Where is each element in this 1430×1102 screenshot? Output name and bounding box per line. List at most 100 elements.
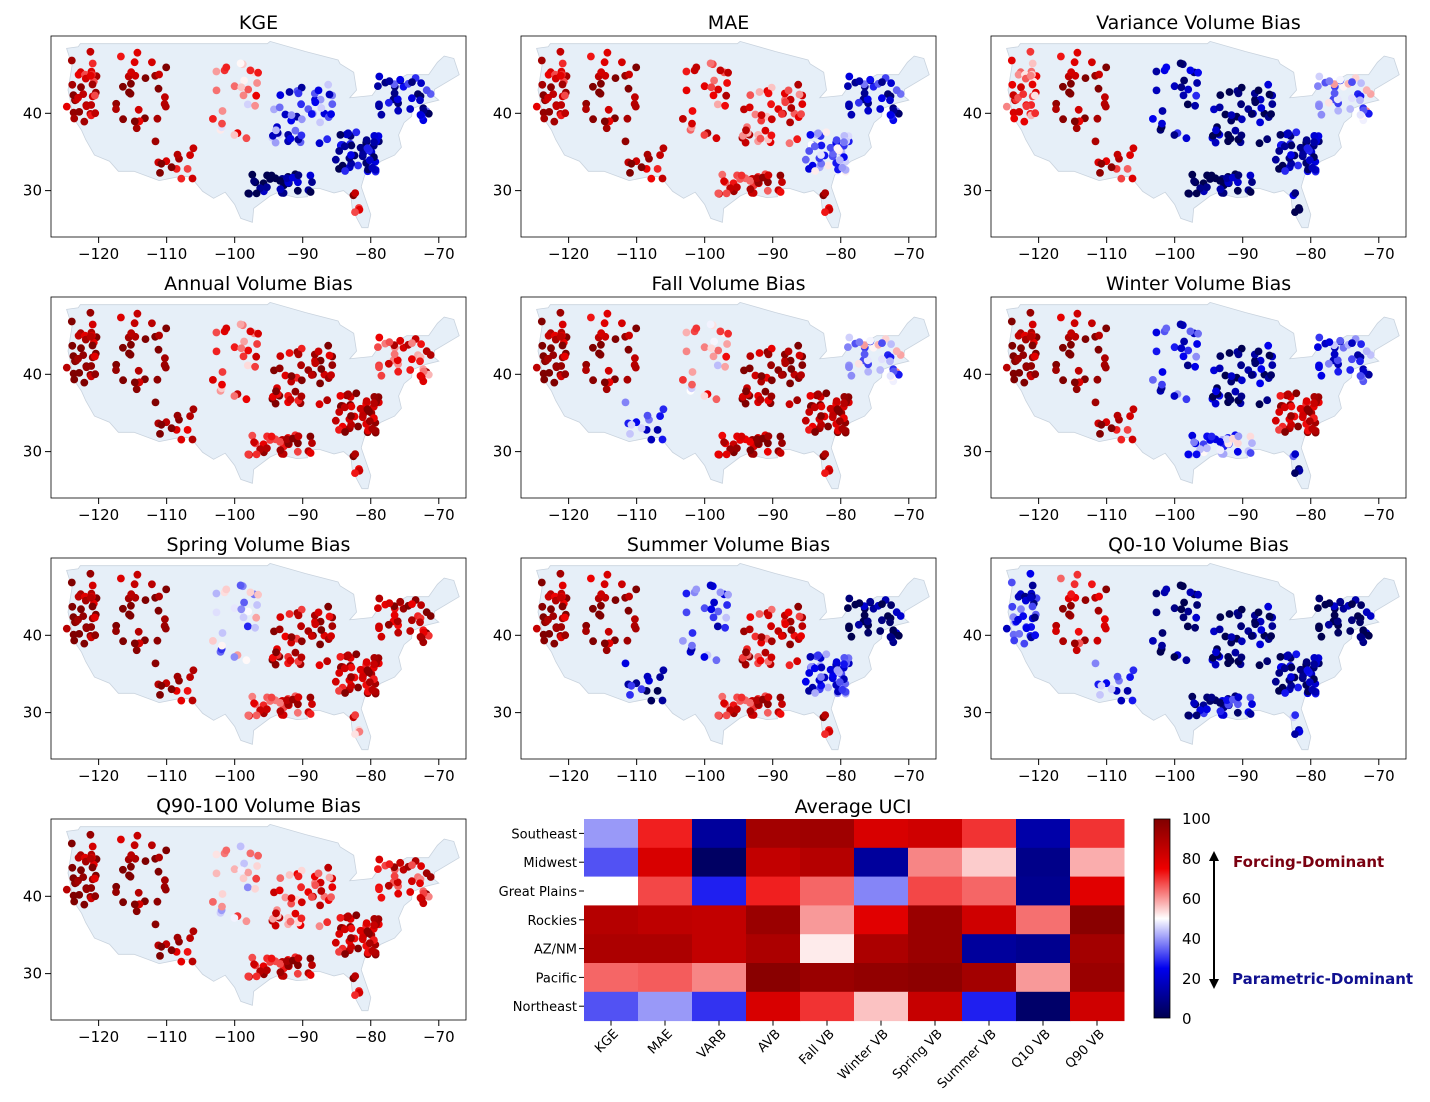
station-point [1292, 389, 1301, 398]
station-point [237, 866, 246, 875]
station-point [1002, 363, 1011, 372]
station-point [416, 372, 425, 380]
station-point [1057, 313, 1065, 322]
station-point [721, 623, 729, 632]
station-point [365, 417, 374, 426]
station-point [1275, 687, 1283, 695]
heatmap-cell [1016, 934, 1071, 964]
station-point [1346, 366, 1355, 374]
station-point [148, 580, 156, 589]
station-point [243, 361, 252, 370]
station-point [218, 368, 227, 376]
station-point [810, 142, 819, 151]
station-point [370, 138, 378, 147]
station-point [737, 693, 746, 702]
station-point [603, 570, 612, 579]
station-point [153, 897, 162, 906]
station-point [286, 395, 295, 404]
station-point [1231, 126, 1240, 135]
station-point [243, 883, 252, 892]
station-point [832, 136, 841, 145]
station-point [1281, 689, 1289, 697]
station-point [631, 102, 640, 111]
colorbar-tick-20: 20 [1182, 970, 1201, 988]
station-point [1031, 631, 1040, 640]
station-point [287, 899, 296, 908]
x-tick-label: −80 [1295, 767, 1327, 785]
heatmap-cell [962, 991, 1017, 1022]
station-point [340, 925, 349, 934]
station-point [331, 416, 340, 425]
station-point [325, 612, 334, 621]
station-point [263, 444, 271, 453]
x-tick-label: −90 [1227, 767, 1259, 785]
station-point [417, 340, 425, 348]
station-point [1101, 624, 1110, 633]
station-point [1162, 585, 1171, 594]
station-point [626, 430, 634, 438]
station-point [688, 641, 696, 650]
station-point [1128, 696, 1137, 705]
station-point [1095, 592, 1103, 601]
x-tick-label: −80 [355, 1028, 387, 1046]
station-point [1251, 620, 1260, 629]
station-point [316, 379, 324, 388]
station-point [600, 58, 609, 67]
station-point [331, 677, 340, 686]
station-point [793, 135, 802, 144]
station-point [1179, 352, 1188, 361]
station-point [119, 637, 127, 646]
heatmap-col-label: Q10 VB [1009, 1027, 1054, 1072]
station-point [1022, 363, 1031, 372]
us-outline [536, 40, 930, 229]
station-point [1276, 131, 1285, 139]
heatmap-cell [962, 876, 1017, 906]
station-point [130, 900, 139, 909]
station-point [134, 366, 143, 375]
station-point [847, 632, 856, 641]
station-point [1211, 138, 1220, 147]
station-point [306, 971, 315, 979]
station-point [679, 637, 687, 645]
station-point [700, 653, 709, 661]
station-point [354, 944, 362, 953]
station-point [67, 56, 76, 65]
station-point [416, 894, 425, 902]
station-point [1234, 693, 1243, 702]
station-point [1176, 320, 1185, 329]
station-point [688, 380, 696, 389]
heatmap-cell [908, 876, 963, 906]
station-point [82, 363, 91, 372]
station-point [1096, 169, 1104, 177]
x-tick-label: −90 [287, 506, 319, 524]
station-point [603, 48, 612, 57]
station-point [806, 392, 815, 400]
station-point [886, 372, 895, 380]
station-point [1334, 367, 1343, 376]
station-point [74, 70, 83, 79]
station-point [1336, 597, 1345, 606]
station-point [212, 328, 221, 337]
station-point [151, 920, 160, 929]
station-point [1002, 624, 1011, 633]
station-point [151, 659, 160, 668]
station-point [1247, 632, 1256, 640]
station-point [597, 601, 605, 610]
station-point [763, 186, 772, 195]
station-point [722, 613, 731, 622]
station-point [130, 117, 139, 126]
station-point [602, 124, 611, 133]
station-point [1231, 648, 1240, 657]
x-tick-label: −100 [1154, 245, 1195, 263]
station-point [1264, 602, 1273, 611]
x-tick-label: −120 [548, 506, 589, 524]
station-point [1091, 137, 1100, 146]
heatmap-cell [584, 819, 639, 849]
station-point [1212, 648, 1220, 657]
station-point [161, 876, 169, 885]
station-point [801, 155, 810, 164]
station-point [787, 365, 796, 373]
station-point [814, 129, 822, 138]
station-point [621, 137, 630, 146]
station-point [154, 345, 163, 354]
